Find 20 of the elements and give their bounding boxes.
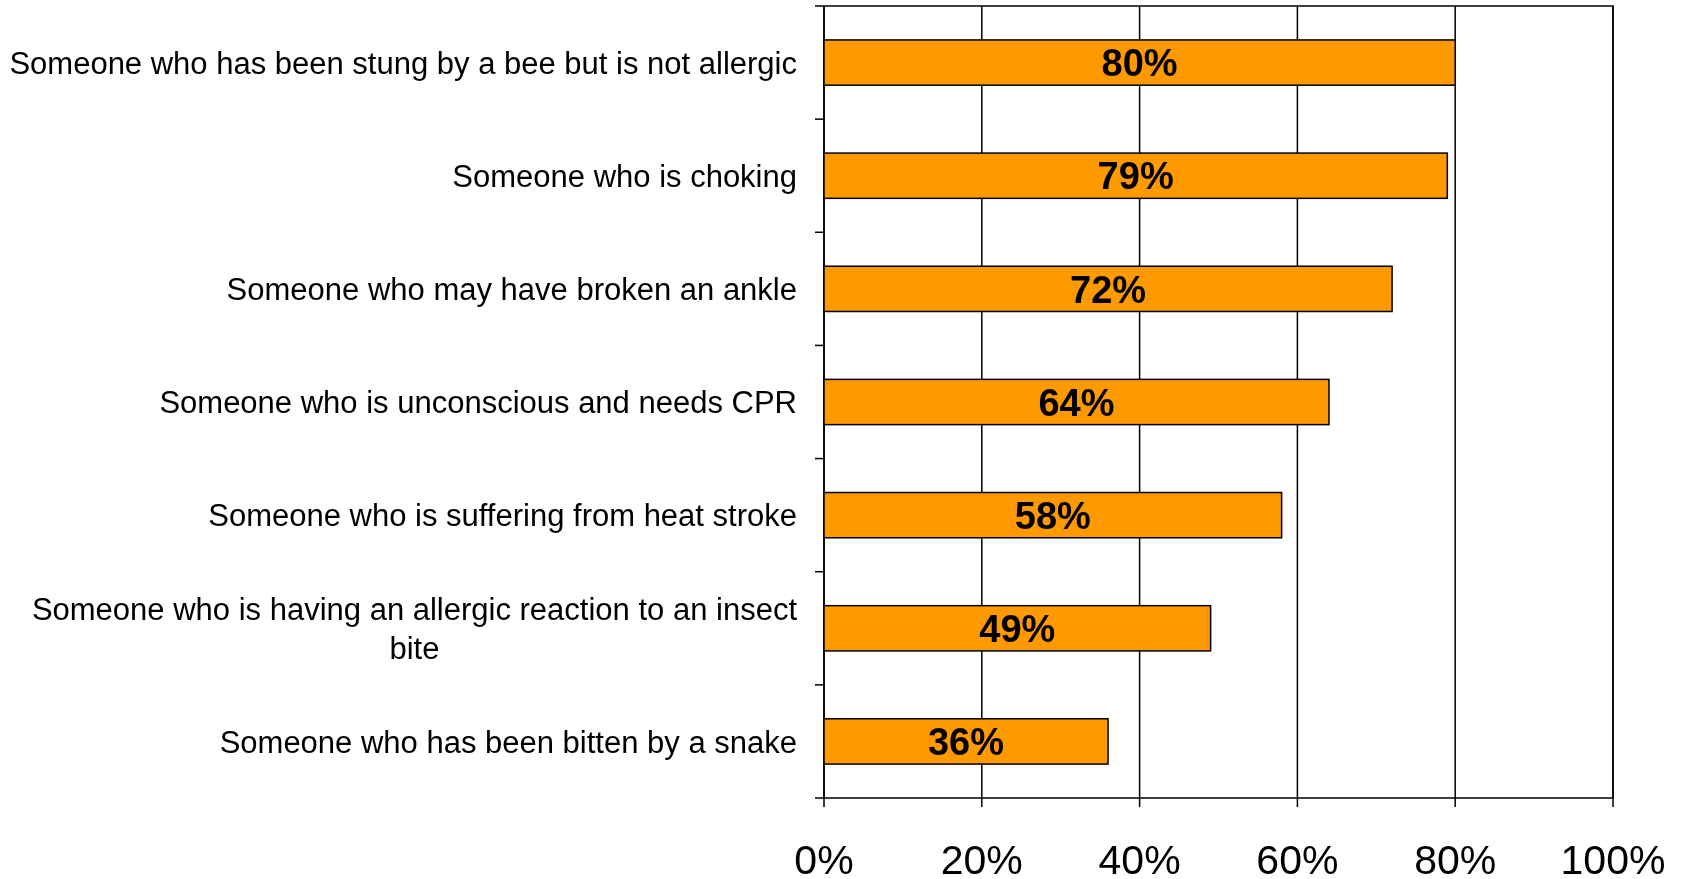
data-label: 49% [979,607,1056,650]
y-tick-label: Someone who is unconscious and needs CPR [159,385,797,421]
data-label: 36% [927,721,1005,764]
data-label: 72% [1070,268,1147,311]
data-label: 80% [1101,42,1178,85]
y-tick-label: Someone who has been stung by a bee but is not allergic [9,45,798,81]
data-label: 64% [1038,381,1115,424]
data-label: 79% [1097,155,1174,198]
x-tick-label: 0% [794,837,854,879]
x-tick-label: 20% [940,837,1023,879]
x-tick-label: 80% [1414,837,1497,879]
x-tick-label: 60% [1256,837,1339,879]
y-tick-label: Someone who may have broken an ankle [226,272,797,308]
y-tick-label: Someone who is having an allergic reaction to an insect bite [31,591,798,666]
x-tick-label: 100% [1560,837,1666,879]
y-tick-label: Someone who is choking [452,158,797,194]
data-label: 58% [1014,494,1091,537]
x-tick-label: 40% [1098,837,1181,879]
y-tick-label: Someone who is suffering from heat stroke [208,498,797,534]
y-tick-label: Someone who has been bitten by a snake [219,724,798,760]
